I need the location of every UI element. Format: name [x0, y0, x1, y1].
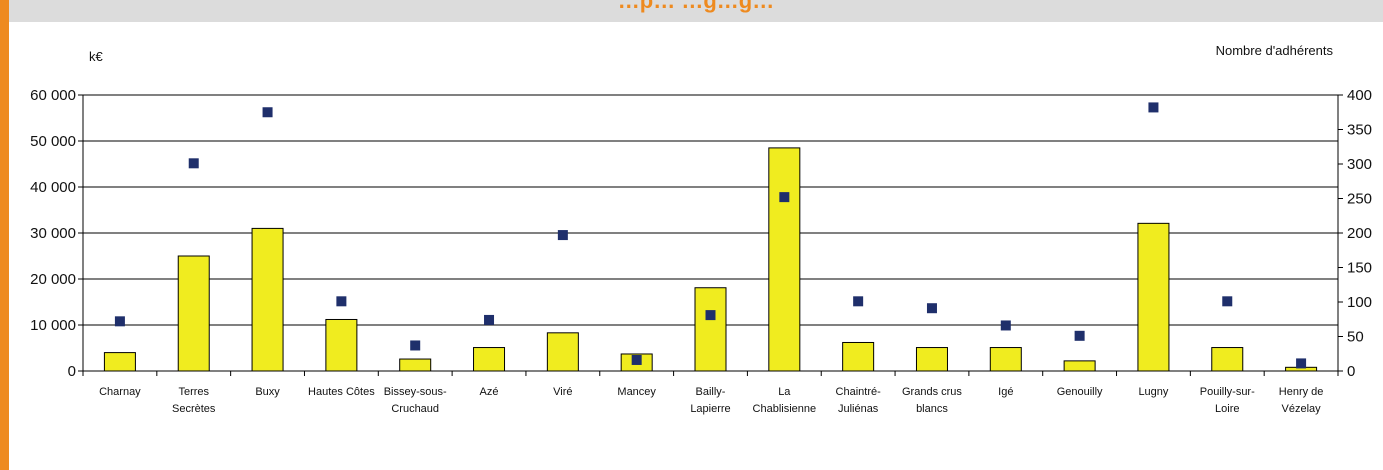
y-tick-label: 10 000 — [30, 317, 76, 334]
category-label: blancs — [916, 403, 948, 415]
chart-title: …p… …g…g… — [617, 0, 775, 13]
y2-tick-label: 250 — [1347, 191, 1372, 208]
y2-axis-ticks: 400 350 300 250 200 150 100 50 0 — [1338, 87, 1372, 380]
y2-tick-label: 50 — [1347, 329, 1364, 346]
category-label: Hautes Côtes — [308, 386, 375, 398]
marker-point — [336, 296, 347, 307]
category-label: Grands crus — [902, 386, 962, 398]
category-label: Buxy — [255, 386, 280, 398]
bar — [546, 332, 579, 372]
category-label: La — [778, 386, 791, 398]
marker-point — [114, 316, 125, 327]
x-axis-labels: Charnay Terres Secrètes Buxy Hautes Côtes Bis… — [82, 371, 1339, 415]
marker-point — [705, 310, 716, 321]
marker-point — [188, 158, 199, 169]
category-label: Henry de — [1279, 386, 1324, 398]
y-tick-label: 30 000 — [30, 225, 76, 242]
marker-point — [631, 354, 642, 365]
bar — [694, 287, 727, 372]
category-label: Secrètes — [172, 403, 216, 415]
category-label: Cruchaud — [391, 403, 439, 415]
marker-series — [114, 102, 1307, 369]
bar — [399, 358, 432, 372]
y2-tick-label: 100 — [1347, 294, 1372, 311]
marker-point — [484, 314, 495, 325]
y2-tick-label: 200 — [1347, 225, 1372, 242]
y2-axis-unit-label: Nombre d'adhérents — [1216, 43, 1334, 58]
y-tick-label: 40 000 — [30, 179, 76, 196]
y-tick-label: 20 000 — [30, 271, 76, 288]
bar-series — [103, 147, 1318, 372]
bar — [473, 347, 506, 372]
category-label: Bailly- — [696, 386, 726, 398]
bar — [989, 347, 1022, 372]
bar — [1137, 222, 1170, 372]
marker-point — [1222, 296, 1233, 307]
y-axis-unit-label: k€ — [89, 49, 104, 64]
bar — [1211, 347, 1244, 372]
left-accent-bar — [0, 0, 9, 470]
bar — [103, 352, 136, 372]
marker-point — [926, 303, 937, 314]
category-label: Igé — [998, 386, 1013, 398]
category-label: Lapierre — [690, 403, 730, 415]
title-bar: …p… …g…g… — [9, 0, 1383, 22]
y2-tick-label: 350 — [1347, 122, 1372, 139]
category-label: Mancey — [617, 386, 656, 398]
marker-point — [1296, 358, 1307, 369]
y-tick-label: 60 000 — [30, 87, 76, 104]
category-label: Terres — [178, 386, 209, 398]
marker-point — [1148, 102, 1159, 113]
marker-point — [1074, 330, 1085, 341]
bar — [915, 347, 948, 372]
y-tick-label: 50 000 — [30, 133, 76, 150]
category-label: Lugny — [1138, 386, 1168, 398]
bar — [177, 255, 210, 372]
marker-point — [779, 192, 790, 203]
y2-tick-label: 0 — [1347, 363, 1355, 380]
category-label: Viré — [553, 386, 572, 398]
bar — [768, 147, 801, 372]
category-label: Genouilly — [1057, 386, 1103, 398]
y2-tick-label: 400 — [1347, 87, 1372, 104]
marker-point — [1000, 320, 1011, 331]
marker-point — [410, 340, 421, 351]
category-label: Chaintré- — [836, 386, 882, 398]
gridlines — [83, 94, 1338, 326]
y2-tick-label: 150 — [1347, 260, 1372, 277]
marker-point — [262, 107, 273, 118]
bar — [251, 227, 284, 372]
category-label: Juliénas — [838, 403, 879, 415]
marker-point — [853, 296, 864, 307]
category-label: Pouilly-sur- — [1200, 386, 1255, 398]
category-label: Bissey-sous- — [384, 386, 447, 398]
category-label: Vézelay — [1282, 403, 1322, 415]
category-label: Loire — [1215, 403, 1239, 415]
bar — [842, 341, 875, 372]
category-label: Azé — [480, 386, 499, 398]
y-tick-label: 0 — [68, 363, 76, 380]
bar — [1063, 360, 1096, 372]
marker-point — [557, 230, 568, 241]
bar — [325, 318, 358, 372]
category-label: Charnay — [99, 386, 141, 398]
y-axis-ticks: 60 000 50 000 40 000 30 000 20 000 10 000 0 — [30, 87, 83, 380]
y2-tick-label: 300 — [1347, 156, 1372, 173]
category-label: Chablisienne — [753, 403, 817, 415]
